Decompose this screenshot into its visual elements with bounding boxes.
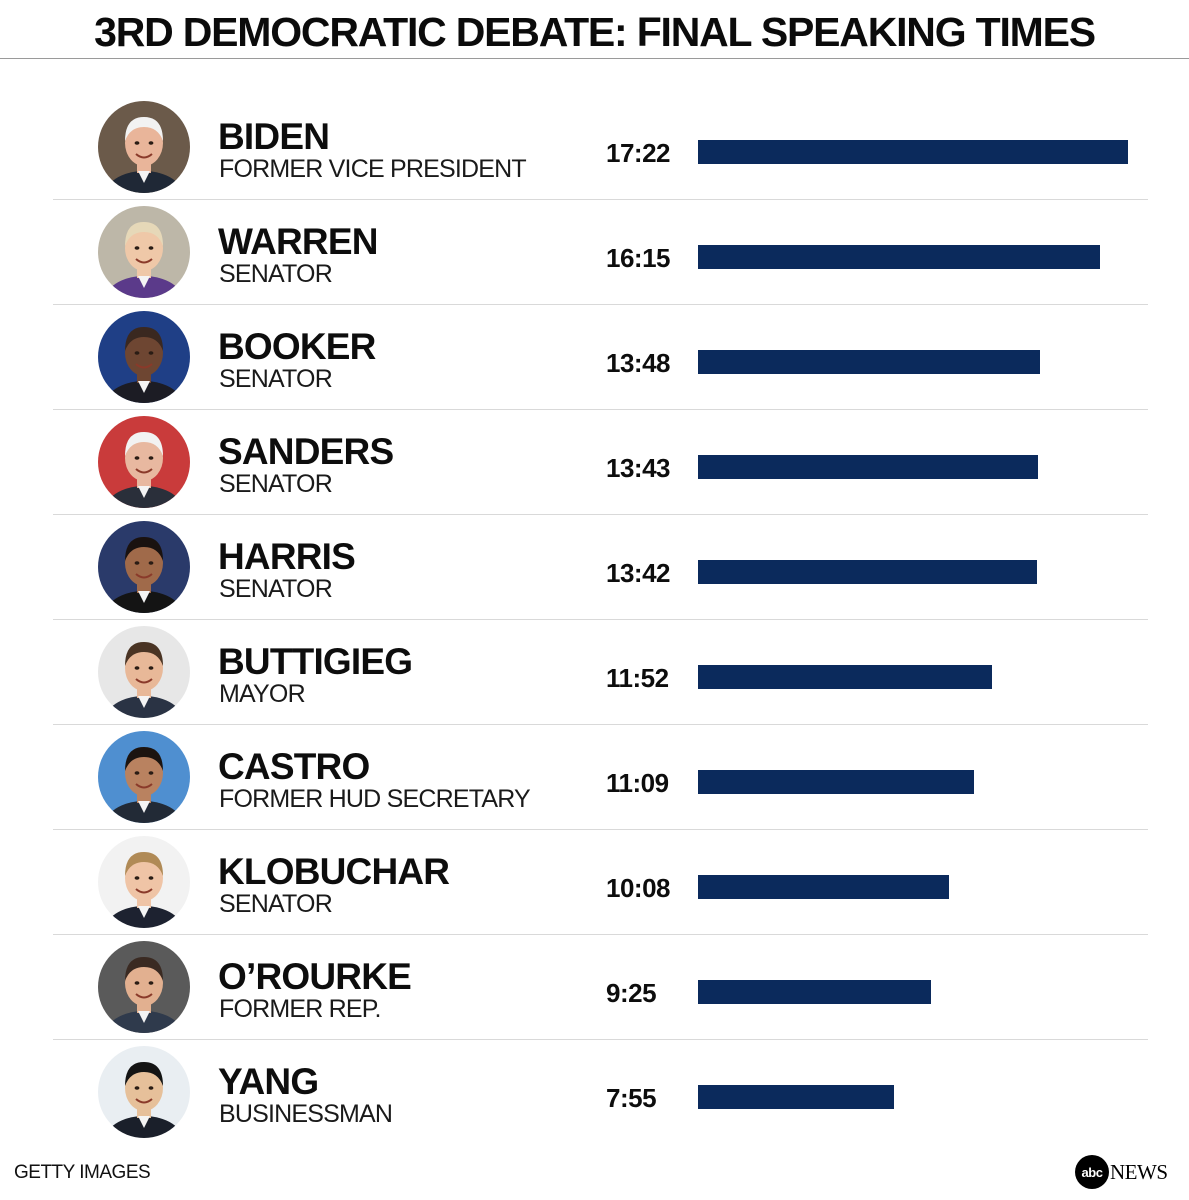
candidate-title: MAYOR	[219, 680, 306, 708]
speaking-time-label: 9:25	[606, 978, 657, 1008]
portrait-biden-icon	[98, 101, 190, 193]
candidate-name: O’ROURKE	[218, 956, 412, 997]
portrait-booker-icon	[98, 311, 190, 403]
candidate-title: FORMER VICE PRESIDENT	[219, 155, 527, 183]
speaking-time-label: 13:48	[606, 348, 671, 378]
speaking-time-bar	[698, 350, 1040, 374]
candidate-title: SENATOR	[219, 260, 333, 288]
portrait-orourke-icon	[98, 941, 190, 1033]
row-divider	[53, 619, 1148, 620]
candidate-name: CASTRO	[218, 746, 370, 787]
row-divider	[53, 409, 1148, 410]
row-divider	[53, 199, 1148, 200]
portrait-sanders-icon	[98, 416, 190, 508]
row-divider	[53, 1039, 1148, 1040]
speaking-time-bar	[698, 140, 1128, 164]
portrait-castro-icon	[98, 731, 190, 823]
row-divider	[53, 514, 1148, 515]
candidate-title: SENATOR	[219, 365, 333, 393]
candidate-row: BUTTIGIEG MAYOR 11:52	[0, 620, 1189, 725]
speaking-time-bar	[698, 455, 1038, 479]
candidate-name: BUTTIGIEG	[218, 641, 413, 682]
speaking-time-label: 16:15	[606, 243, 671, 273]
speaking-time-bar	[698, 245, 1100, 269]
candidate-row: WARREN SENATOR 16:15	[0, 200, 1189, 305]
candidate-title: FORMER REP.	[219, 995, 381, 1023]
candidate-row: O’ROURKE FORMER REP. 9:25	[0, 935, 1189, 1040]
candidate-row: KLOBUCHAR SENATOR 10:08	[0, 830, 1189, 935]
candidate-row: HARRIS SENATOR 13:42	[0, 515, 1189, 620]
candidate-row: CASTRO FORMER HUD SECRETARY 11:09	[0, 725, 1189, 830]
row-divider	[53, 934, 1148, 935]
candidate-row: YANG BUSINESSMAN 7:55	[0, 1040, 1189, 1145]
speaking-time-bar	[698, 665, 992, 689]
candidate-row: BOOKER SENATOR 13:48	[0, 305, 1189, 410]
speaking-time-bar	[698, 875, 949, 899]
speaking-time-label: 13:42	[606, 558, 671, 588]
candidate-name: KLOBUCHAR	[218, 851, 450, 892]
row-divider	[53, 724, 1148, 725]
candidate-title: SENATOR	[219, 470, 333, 498]
portrait-warren-icon	[98, 206, 190, 298]
speaking-time-label: 7:55	[606, 1083, 657, 1113]
speaking-time-label: 11:52	[606, 663, 669, 693]
candidate-title: SENATOR	[219, 890, 333, 918]
abc-news-logo: abc NEWS	[1075, 1155, 1168, 1189]
speaking-time-label: 17:22	[606, 138, 671, 168]
candidate-name: BOOKER	[218, 326, 376, 367]
chart-title: 3RD DEMOCRATIC DEBATE: FINAL SPEAKING TI…	[94, 9, 1096, 55]
candidate-name: SANDERS	[218, 431, 394, 472]
portrait-klobuchar-icon	[98, 836, 190, 928]
portrait-harris-icon	[98, 521, 190, 613]
candidate-row: BIDEN FORMER VICE PRESIDENT 17:22	[0, 95, 1189, 200]
candidate-row: SANDERS SENATOR 13:43	[0, 410, 1189, 515]
row-divider	[53, 829, 1148, 830]
abc-logo-mark: abc	[1075, 1155, 1109, 1189]
speaking-time-bar	[698, 770, 974, 794]
speaking-time-bar	[698, 560, 1037, 584]
speaking-time-label: 13:43	[606, 453, 671, 483]
portrait-yang-icon	[98, 1046, 190, 1138]
candidate-name: HARRIS	[218, 536, 356, 577]
candidate-title: SENATOR	[219, 575, 333, 603]
photo-credit: GETTY IMAGES	[14, 1162, 151, 1183]
candidate-name: WARREN	[218, 221, 378, 262]
candidate-title: BUSINESSMAN	[219, 1100, 393, 1128]
candidate-name: BIDEN	[218, 116, 330, 157]
speaking-time-label: 11:09	[606, 768, 669, 798]
candidate-title: FORMER HUD SECRETARY	[219, 785, 531, 813]
portrait-buttigieg-icon	[98, 626, 190, 718]
candidate-name: YANG	[218, 1061, 319, 1102]
title-rule	[0, 58, 1189, 59]
row-divider	[53, 304, 1148, 305]
speaking-time-bar	[698, 1085, 894, 1109]
news-logo-text: NEWS	[1110, 1159, 1168, 1184]
speaking-time-bar	[698, 980, 931, 1004]
speaking-time-label: 10:08	[606, 873, 671, 903]
